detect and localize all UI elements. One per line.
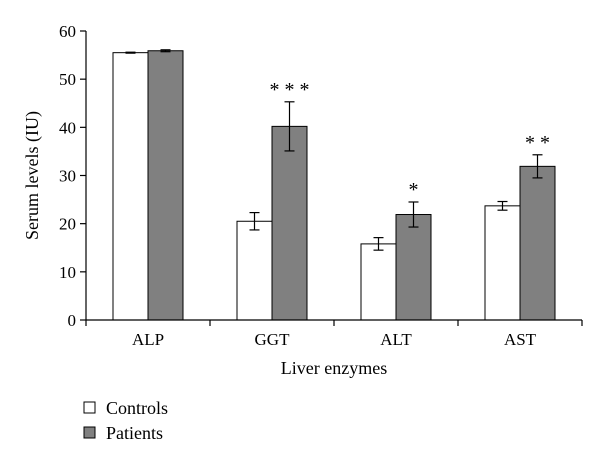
error-bar-patients-alt [408,201,419,228]
legend-item-patients: Patients [83,423,163,443]
legend-item-controls: Controls [83,398,168,418]
legend-swatch-controls [83,401,96,414]
y-tick-label-60: 60 [59,22,76,41]
x-tick-label-alp: ALP [132,330,164,349]
bar-controls-alt [360,243,397,321]
x-tick-label-ggt: GGT [255,330,291,349]
bar-controls-ggt [236,220,273,321]
y-axis-title: Serum levels (IU) [22,111,43,240]
legend-swatch-patients [83,426,96,439]
x-axis: ALP GGT ALT AST Liver enzymes [85,319,583,378]
y-tick-label-10: 10 [59,263,76,282]
bar-patients-ggt [271,125,308,321]
significance-ast: * * [525,132,550,154]
legend-label-controls: Controls [106,398,168,418]
x-tick-label-ast: AST [504,330,537,349]
y-axis: 0 10 20 30 40 50 60 Serum levels (IU) [22,22,87,330]
significance-ggt: * * * [270,79,310,101]
plot-area: * * * * * * [112,49,556,321]
y-tick-label-30: 30 [59,167,76,186]
bar-patients-alp [147,50,184,321]
legend: Controls Patients [83,398,168,443]
y-tick-label-0: 0 [68,311,77,330]
legend-label-patients: Patients [106,423,163,443]
error-bar-controls-ast [497,200,508,211]
error-bar-controls-alp [125,51,136,54]
y-tick-label-20: 20 [59,215,76,234]
bar-controls-ast [484,205,521,321]
bar-patients-ast [519,165,556,321]
error-bar-patients-alp [160,49,171,53]
y-tick-label-50: 50 [59,70,76,89]
error-bar-patients-ast [532,154,543,179]
significance-alt: * [409,179,419,201]
error-bar-patients-ggt [284,101,295,152]
x-axis-title: Liver enzymes [281,358,387,378]
y-tick-label-40: 40 [59,118,76,137]
error-bar-controls-alt [373,237,384,251]
bar-controls-alp [112,52,149,321]
bar-patients-alt [395,214,432,321]
x-tick-label-alt: ALT [380,330,412,349]
error-bar-controls-ggt [249,211,260,231]
